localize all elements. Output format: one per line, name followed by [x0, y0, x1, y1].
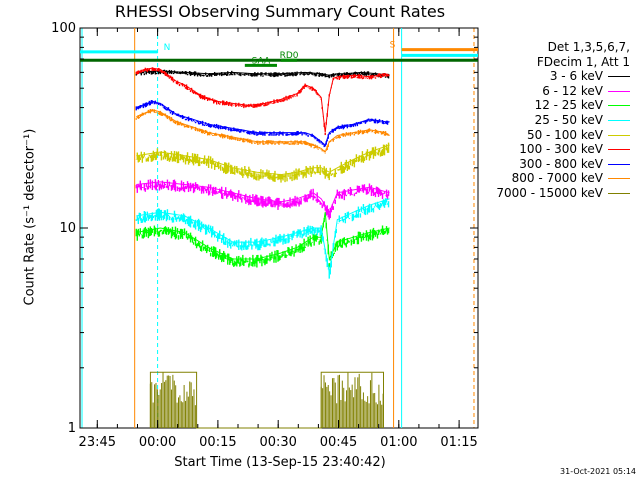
- plot-frame: [79, 27, 479, 429]
- legend-label-4: 50 - 100 keV: [526, 127, 603, 142]
- legend-swatch-3: [608, 119, 630, 121]
- x-tick-label-6: 01:15: [440, 435, 477, 450]
- x-tick-label-3: 00:30: [259, 435, 296, 450]
- legend-label-1: 6 - 12 keV: [542, 83, 603, 98]
- legend-item-8: 7000 - 15000 keV: [496, 186, 630, 201]
- legend-label-2: 12 - 25 keV: [534, 98, 603, 113]
- legend-item-7: 800 - 7000 keV: [496, 171, 630, 186]
- legend-item-6: 300 - 800 keV: [496, 157, 630, 172]
- y-axis-ticks: 1 10 100: [51, 21, 478, 436]
- series-line-7: [136, 109, 390, 153]
- legend-item-0: 3 - 6 keV: [496, 69, 630, 84]
- legend-swatch-0: [608, 76, 630, 78]
- vertical-markers: [81, 28, 475, 428]
- x-tick-label-4: 00:45: [320, 435, 357, 450]
- series-layer: [135, 67, 390, 429]
- legend: Det 1,3,5,6,7, FDecim 1, Att 1 3 - 6 keV…: [496, 40, 630, 201]
- x-tick-label-5: 01:00: [380, 435, 417, 450]
- legend-swatch-2: [608, 105, 630, 107]
- legend-swatch-4: [608, 134, 630, 136]
- flag-label-5: SAA: [252, 56, 271, 66]
- x-tick-label-2: 00:15: [199, 435, 236, 450]
- legend-item-3: 25 - 50 keV: [496, 113, 630, 128]
- series-8: [149, 371, 384, 429]
- series-5: [135, 67, 390, 136]
- legend-label-7: 800 - 7000 keV: [511, 171, 603, 186]
- series-line-8: [149, 371, 384, 429]
- series-2: [135, 212, 390, 268]
- legend-label-8: 7000 - 15000 keV: [496, 185, 603, 200]
- x-axis-label: Start Time (13-Sep-15 23:40:42): [174, 455, 386, 470]
- timestamp: 31-Oct-2021 05:14: [560, 467, 636, 476]
- legend-item-5: 100 - 300 keV: [496, 142, 630, 157]
- legend-header-line-1: Det 1,3,5,6,7,: [547, 40, 630, 54]
- legend-swatch-5: [608, 149, 630, 151]
- series-3: [135, 198, 390, 279]
- legend-label-5: 100 - 300 keV: [519, 142, 603, 157]
- legend-swatch-7: [608, 178, 630, 180]
- series-1: [135, 179, 390, 220]
- y-tick-label-0: 1: [68, 421, 76, 436]
- legend-swatch-1: [608, 90, 630, 92]
- x-axis-ticks: 23:45 00:00 00:15 00:30 00:45 01:00 01:15: [79, 28, 478, 450]
- legend-swatch-8: [608, 192, 630, 194]
- chart-title: RHESSI Observing Summary Count Rates: [114, 2, 446, 21]
- legend-item-4: 50 - 100 keV: [496, 128, 630, 143]
- series-line-2: [136, 212, 390, 261]
- legend-item-1: 6 - 12 keV: [496, 84, 630, 99]
- flag-bars: N S RD0 SAA: [80, 41, 478, 67]
- x-tick-label-0: 23:45: [79, 435, 116, 450]
- flag-label-4: RD0: [280, 51, 299, 61]
- series-6: [135, 100, 390, 148]
- y-tick-label-1: 10: [59, 221, 76, 236]
- series-7: [135, 109, 390, 154]
- legend-label-0: 3 - 6 keV: [549, 69, 603, 84]
- flag-label-1: S: [390, 41, 396, 51]
- x-tick-label-1: 00:00: [139, 435, 176, 450]
- legend-label-3: 25 - 50 keV: [534, 112, 603, 127]
- legend-swatch-6: [608, 163, 630, 165]
- y-axis-label: Count Rate (s⁻¹ detector⁻¹): [22, 128, 38, 306]
- legend-header-line-2: FDecim 1, Att 1: [536, 54, 630, 69]
- flag-label-0: N: [164, 43, 171, 53]
- legend-label-6: 300 - 800 keV: [519, 156, 603, 171]
- y-tick-label-2: 100: [51, 21, 76, 36]
- legend-item-2: 12 - 25 keV: [496, 98, 630, 113]
- series-4: [135, 142, 390, 183]
